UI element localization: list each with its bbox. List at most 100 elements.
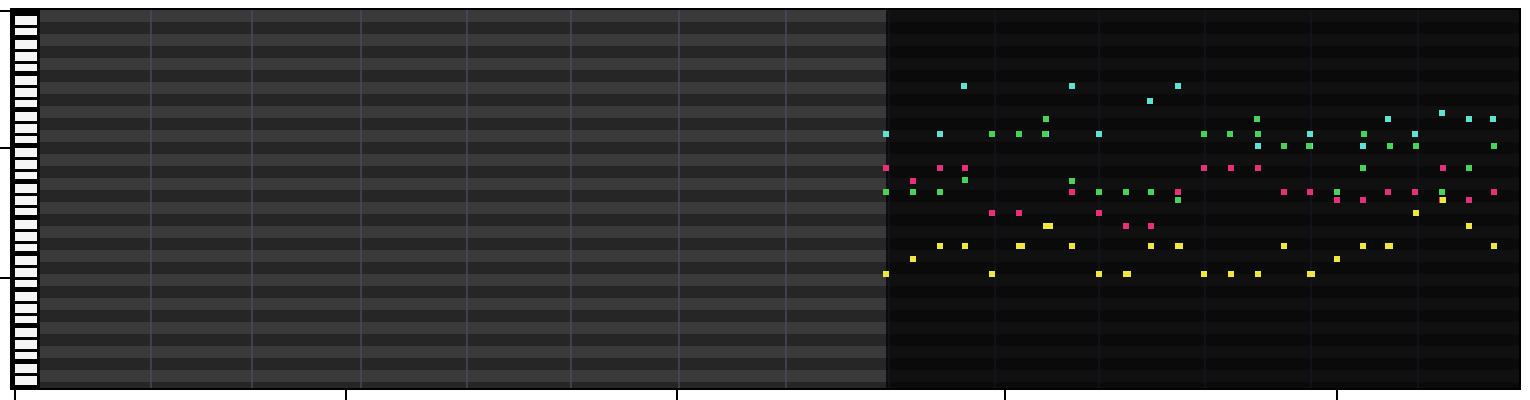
midi-note[interactable] [1360, 165, 1366, 171]
midi-note[interactable] [1069, 189, 1075, 195]
midi-note[interactable] [1466, 165, 1472, 171]
midi-note[interactable] [1361, 131, 1367, 137]
piano-key[interactable] [15, 112, 37, 121]
midi-note[interactable] [910, 256, 916, 262]
midi-note[interactable] [989, 210, 995, 216]
midi-note[interactable] [1069, 243, 1075, 249]
piano-key[interactable] [15, 232, 37, 241]
piano-key[interactable] [15, 364, 37, 373]
midi-note[interactable] [1281, 243, 1287, 249]
midi-note[interactable] [1491, 189, 1497, 195]
midi-note[interactable] [1042, 131, 1048, 137]
midi-note[interactable] [1334, 256, 1340, 262]
midi-note[interactable] [1385, 116, 1391, 122]
piano-key[interactable] [15, 148, 37, 157]
midi-note[interactable] [1148, 243, 1154, 249]
midi-note[interactable] [1175, 189, 1181, 195]
midi-note[interactable] [1466, 197, 1472, 203]
piano-key[interactable] [15, 76, 37, 85]
midi-note[interactable] [1175, 83, 1181, 89]
midi-note[interactable] [1148, 189, 1154, 195]
midi-note[interactable] [1175, 197, 1181, 203]
midi-note[interactable] [1123, 223, 1129, 229]
midi-note[interactable] [1440, 165, 1446, 171]
piano-key[interactable] [15, 64, 37, 71]
piano-key[interactable] [15, 376, 37, 385]
midi-note[interactable] [1412, 189, 1418, 195]
midi-note[interactable] [1387, 243, 1393, 249]
midi-note[interactable] [1123, 189, 1129, 195]
midi-note[interactable] [1016, 210, 1022, 216]
piano-key[interactable] [15, 52, 37, 61]
midi-note[interactable] [883, 165, 889, 171]
piano-key[interactable] [15, 16, 37, 25]
midi-note[interactable] [1281, 143, 1287, 149]
midi-note[interactable] [937, 243, 943, 249]
midi-note[interactable] [1309, 271, 1315, 277]
midi-note[interactable] [1019, 243, 1025, 249]
piano-key[interactable] [15, 172, 37, 179]
midi-note[interactable] [1412, 131, 1418, 137]
midi-note[interactable] [961, 83, 967, 89]
piano-key[interactable] [15, 244, 37, 251]
midi-note[interactable] [1096, 271, 1102, 277]
midi-note[interactable] [1360, 243, 1366, 249]
midi-note[interactable] [910, 178, 916, 184]
midi-note[interactable] [937, 189, 943, 195]
midi-note[interactable] [1177, 243, 1183, 249]
midi-note[interactable] [1491, 143, 1497, 149]
piano-key[interactable] [15, 208, 37, 215]
midi-note[interactable] [1385, 189, 1391, 195]
midi-note[interactable] [1069, 83, 1075, 89]
midi-note[interactable] [1491, 243, 1497, 249]
midi-note[interactable] [1439, 110, 1445, 116]
midi-note[interactable] [1047, 223, 1053, 229]
midi-note[interactable] [1255, 165, 1261, 171]
piano-key[interactable] [15, 220, 37, 229]
piano-key[interactable] [15, 304, 37, 313]
midi-note[interactable] [1334, 189, 1340, 195]
piano-key[interactable] [15, 352, 37, 359]
midi-note[interactable] [1306, 143, 1312, 149]
piano-key[interactable] [15, 256, 37, 265]
midi-note[interactable] [1254, 116, 1260, 122]
piano-key[interactable] [15, 280, 37, 287]
midi-note[interactable] [1439, 189, 1445, 195]
midi-note[interactable] [1360, 143, 1366, 149]
piano-key[interactable] [15, 340, 37, 349]
midi-note[interactable] [1255, 143, 1261, 149]
piano-key[interactable] [15, 100, 37, 107]
midi-note[interactable] [910, 189, 916, 195]
midi-note[interactable] [1413, 210, 1419, 216]
midi-note[interactable] [989, 271, 995, 277]
midi-note[interactable] [1147, 98, 1153, 104]
midi-note[interactable] [1228, 271, 1234, 277]
midi-note[interactable] [1466, 116, 1472, 122]
midi-note[interactable] [1255, 131, 1261, 137]
midi-note[interactable] [1201, 131, 1207, 137]
midi-note[interactable] [1201, 165, 1207, 171]
midi-note[interactable] [962, 165, 968, 171]
piano-key[interactable] [15, 184, 37, 193]
piano-key[interactable] [15, 316, 37, 323]
midi-note[interactable] [1069, 178, 1075, 184]
midi-note[interactable] [1096, 210, 1102, 216]
midi-note[interactable] [1490, 116, 1496, 122]
piano-keyboard[interactable] [12, 10, 40, 388]
midi-note[interactable] [1255, 271, 1261, 277]
midi-note[interactable] [1281, 189, 1287, 195]
midi-note[interactable] [1096, 131, 1102, 137]
piano-key[interactable] [15, 136, 37, 143]
midi-note[interactable] [1148, 223, 1154, 229]
midi-note[interactable] [962, 177, 968, 183]
midi-note[interactable] [1096, 189, 1102, 195]
midi-note[interactable] [1227, 131, 1233, 137]
piano-key[interactable] [15, 196, 37, 205]
midi-note[interactable] [1334, 197, 1340, 203]
note-grid[interactable] [40, 10, 1519, 388]
midi-note[interactable] [937, 165, 943, 171]
midi-note[interactable] [989, 131, 995, 137]
midi-note[interactable] [1387, 143, 1393, 149]
midi-note[interactable] [962, 243, 968, 249]
midi-note[interactable] [1228, 165, 1234, 171]
